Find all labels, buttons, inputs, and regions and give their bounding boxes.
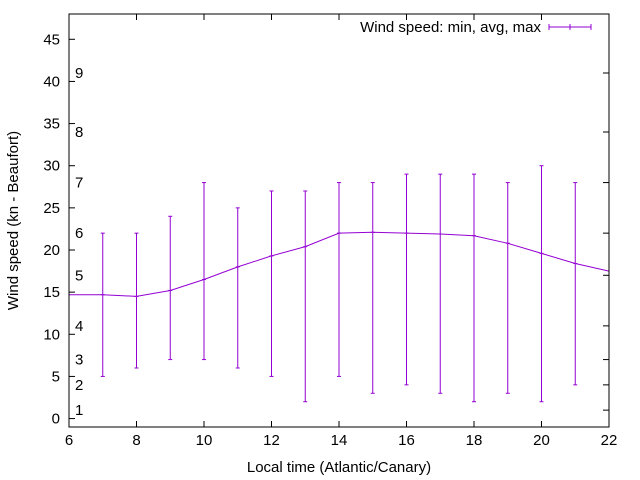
y-tick-label-10: 10: [43, 326, 60, 343]
beaufort-label-5: 5: [75, 267, 83, 284]
beaufort-label-4: 4: [75, 318, 83, 335]
beaufort-label-8: 8: [75, 124, 83, 141]
x-tick-label-16: 16: [398, 432, 415, 449]
y-tick-label-45: 45: [43, 31, 60, 48]
y-tick-label-20: 20: [43, 242, 60, 259]
y-tick-label-40: 40: [43, 73, 60, 90]
x-tick-label-14: 14: [331, 432, 348, 449]
beaufort-label-2: 2: [75, 377, 83, 394]
beaufort-scale: 1 2 3 4 5 6 7 8 9: [75, 65, 609, 419]
x-tick-label-10: 10: [196, 432, 213, 449]
y-axis-label: Wind speed (kn - Beaufort): [5, 131, 22, 310]
beaufort-label-9: 9: [75, 65, 83, 82]
y-tick-label-30: 30: [43, 158, 60, 175]
y-tick-label-35: 35: [43, 116, 60, 133]
y-tick-label-15: 15: [43, 284, 60, 301]
y-tick-label-0: 0: [52, 411, 60, 428]
legend: Wind speed: min, avg, max: [360, 19, 592, 36]
x-tick-label-6: 6: [65, 432, 73, 449]
legend-label: Wind speed: min, avg, max: [360, 19, 541, 36]
x-tick-label-20: 20: [533, 432, 550, 449]
x-tick-label-8: 8: [132, 432, 140, 449]
x-tick-label-22: 22: [601, 432, 618, 449]
beaufort-label-1: 1: [75, 402, 83, 419]
y-tick-label-25: 25: [43, 200, 60, 217]
beaufort-label-7: 7: [75, 175, 83, 192]
beaufort-label-3: 3: [75, 352, 83, 369]
x-axis-label: Local time (Atlantic/Canary): [247, 459, 431, 476]
beaufort-label-6: 6: [75, 225, 83, 242]
x-tick-label-18: 18: [466, 432, 483, 449]
plot-marks: [69, 165, 610, 403]
x-tick-label-12: 12: [263, 432, 280, 449]
y-tick-label-5: 5: [52, 368, 60, 385]
